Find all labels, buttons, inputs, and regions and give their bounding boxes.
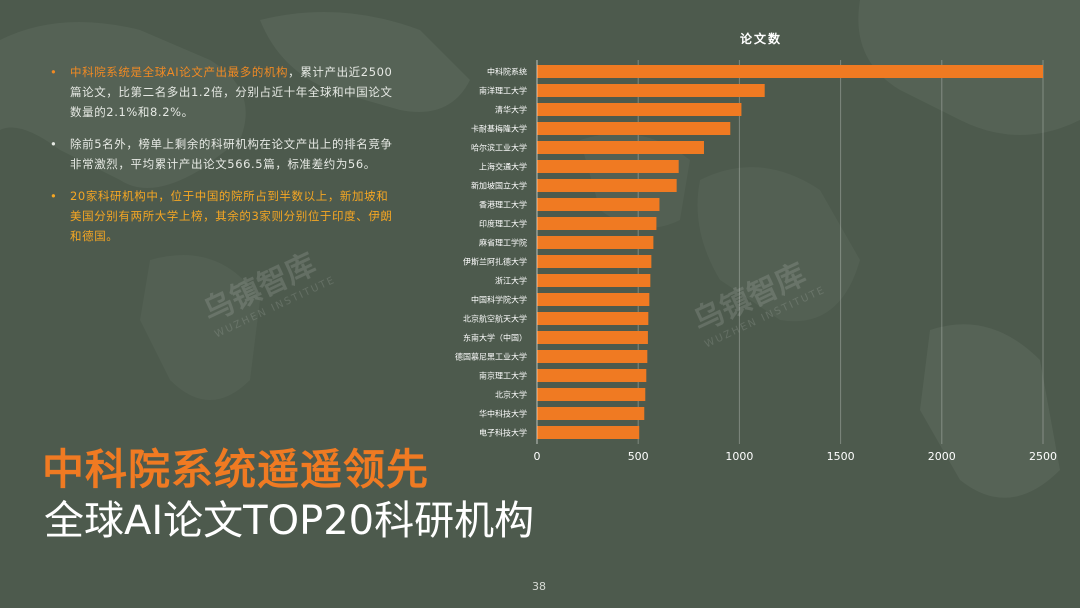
category-label-8: 香港理工大学: [479, 200, 527, 210]
bullet-1-text: ，累计产出近2500篇论文，比第二名多出1.2倍，分别占近十年全球和中国论文数量…: [70, 65, 393, 119]
category-label-17: 南京理工大学: [479, 371, 527, 381]
bar-9: [537, 217, 657, 230]
bar-19: [537, 407, 645, 420]
category-label-10: 麻省理工学院: [479, 238, 527, 248]
bar-5: [537, 141, 704, 154]
category-label-7: 新加坡国立大学: [471, 181, 527, 191]
category-label-3: 清华大学: [495, 105, 527, 115]
category-label-2: 南洋理工大学: [479, 86, 527, 96]
bar-13: [537, 293, 650, 306]
bullet-3: • 20家科研机构中，位于中国的院所占到半数以上，新加坡和美国分别有两所大学上榜，…: [50, 189, 393, 243]
x-tick-label-5: 2500: [1029, 450, 1057, 463]
bar-14: [537, 312, 649, 325]
category-label-18: 北京大学: [495, 390, 527, 400]
bullet-1: • 中科院系统是全球AI论文产出最多的机构，累计产出近2500篇论文，比第二名多出…: [50, 65, 393, 119]
bar-3: [537, 103, 742, 116]
bullet-3-text: 20家科研机构中，位于中国的院所占到半数以上，新加坡和美国分别有两所大学上榜，其…: [70, 189, 393, 243]
category-label-16: 德国慕尼黑工业大学: [455, 352, 527, 362]
category-label-11: 伊斯兰阿扎德大学: [463, 257, 527, 267]
x-tick-label-0: 0: [534, 450, 541, 463]
headline: 中科院系统遥遥领先: [42, 445, 430, 494]
bar-15: [537, 331, 648, 344]
bar-2: [537, 84, 765, 97]
category-label-6: 上海交通大学: [479, 162, 527, 172]
x-tick-label-4: 2000: [928, 450, 956, 463]
category-label-15: 东南大学（中国）: [463, 333, 527, 343]
bar-11: [537, 255, 652, 268]
bar-8: [537, 198, 660, 211]
bar-4: [537, 122, 731, 135]
bar-6: [537, 160, 679, 173]
x-tick-label-2: 1000: [725, 450, 753, 463]
bar-1: [537, 65, 1043, 78]
x-tick-label-1: 500: [628, 450, 649, 463]
bullet-2-text: 除前5名外，榜单上剩余的科研机构在论文产出上的排名竞争非常激烈，平均累计产出论文…: [70, 137, 393, 171]
bar-20: [537, 426, 640, 439]
category-label-1: 中科院系统: [487, 67, 527, 77]
category-label-9: 印度理工大学: [479, 219, 527, 229]
subheadline: 全球AI论文TOP20科研机构: [44, 498, 535, 544]
bar-12: [537, 274, 651, 287]
category-label-5: 哈尔滨工业大学: [471, 143, 527, 153]
category-label-14: 北京航空航天大学: [463, 314, 527, 324]
bullet-1-lead: 中科院系统是全球AI论文产出最多的机构: [70, 65, 289, 79]
category-label-13: 中国科学院大学: [471, 295, 527, 305]
bullet-list: • 中科院系统是全球AI论文产出最多的机构，累计产出近2500篇论文，比第二名多出…: [48, 62, 393, 258]
bar-18: [537, 388, 646, 401]
bar-7: [537, 179, 677, 192]
page-number: 38: [532, 580, 546, 593]
bar-17: [537, 369, 647, 382]
bar-10: [537, 236, 654, 249]
bullet-2: • 除前5名外，榜单上剩余的科研机构在论文产出上的排名竞争非常激烈，平均累计产出论…: [50, 137, 393, 171]
category-label-19: 华中科技大学: [479, 409, 527, 419]
bar-16: [537, 350, 648, 363]
category-label-20: 电子科技大学: [479, 428, 527, 438]
x-tick-label-3: 1500: [827, 450, 855, 463]
category-label-4: 卡耐基梅隆大学: [471, 124, 527, 134]
category-label-12: 浙江大学: [495, 276, 527, 286]
chart-title: 论文数: [740, 32, 783, 46]
